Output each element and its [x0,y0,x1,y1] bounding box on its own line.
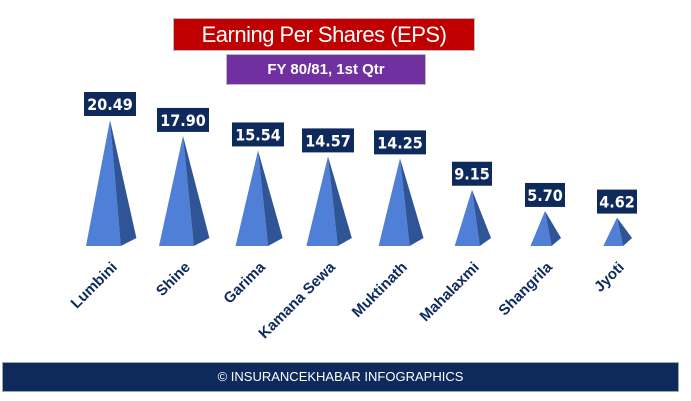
chart-title: Earning Per Shares (EPS) [173,18,475,51]
pyramid-side-face [545,210,562,246]
pyramid-bar: 4.62 [597,189,637,246]
data-label-box [452,161,492,186]
data-label-box [525,182,565,207]
pyramid-bar: 5.70 [525,182,565,246]
data-label-box [84,92,136,116]
data-label-box [302,128,354,153]
data-label: 5.70 [527,186,563,205]
pyramid-front-face [86,120,121,246]
pyramid-bar: 17.90 [157,107,210,246]
pyramid-front-face [603,217,624,246]
category-label: Shangrila [495,258,556,319]
category-label: Lumbini [68,259,121,312]
pyramid-bar: 20.49 [84,92,137,246]
data-label: 17.90 [160,111,206,130]
pyramid-bar: 9.15 [452,161,492,246]
category-label: Shine [153,259,194,300]
category-label: Jyoti [591,259,628,296]
data-label-box [232,122,284,147]
pyramid-front-face [306,156,338,246]
footer-credit: © INSURANCEKHABAR INFOGRAPHICS [2,362,679,392]
data-label-box [374,130,426,155]
pyramid-front-face [530,210,552,246]
pyramid-front-face [159,135,194,246]
data-label: 14.57 [305,131,351,150]
category-label: Muktinath [349,259,411,321]
data-label-box [597,189,637,214]
data-label: 14.25 [377,133,423,152]
pyramid-side-face [400,158,424,246]
pyramid-side-face [472,189,492,246]
category-label: Garima [220,258,269,307]
pyramid-side-face [183,135,210,246]
pyramid-side-face [617,217,633,246]
pyramid-side-face [258,150,283,246]
chart-subtitle: FY 80/81, 1st Qtr [226,54,426,85]
data-label: 9.15 [454,165,490,184]
data-label: 4.62 [599,193,635,212]
pyramid-bar: 14.57 [302,128,354,246]
pyramid-side-face [328,156,352,246]
pyramid-bar: 14.25 [374,130,426,246]
data-label-box [157,107,209,132]
pyramid-side-face [110,120,137,246]
pyramid-front-face [378,158,410,246]
pyramid-bar: 15.54 [232,122,284,246]
data-label: 20.49 [87,95,133,114]
pyramid-front-face [235,150,269,246]
category-label: Mahalaxmi [417,259,483,325]
pyramid-front-face [454,189,480,246]
data-label: 15.54 [235,125,281,144]
